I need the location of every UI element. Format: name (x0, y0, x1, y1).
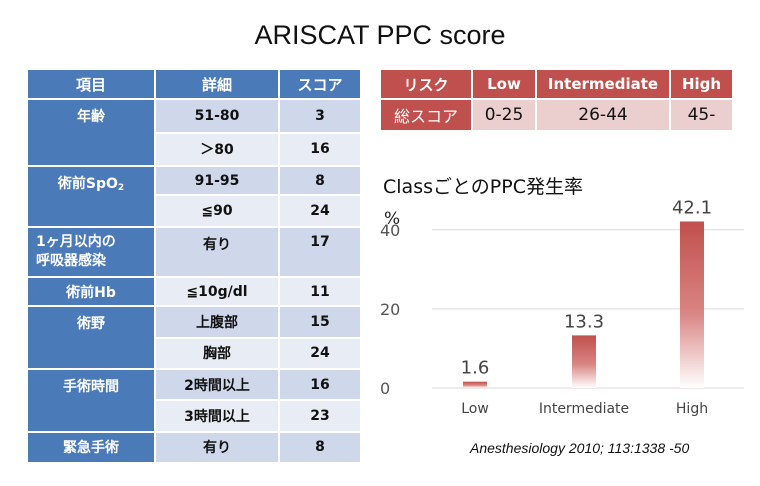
detail-cell: ≦10g/dl (156, 278, 280, 308)
range-low: 0-25 (473, 100, 537, 132)
risk-header-intermediate: Intermediate (537, 70, 671, 100)
data-label: 1.6 (461, 358, 490, 379)
bar-low (463, 381, 487, 388)
table-header-row: 項目 詳細 スコア (28, 70, 362, 101)
score-cell: 23 (280, 401, 362, 433)
risk-header-label: リスク (381, 70, 473, 100)
category-emergency: 緊急手術 (28, 432, 156, 464)
score-cell: 24 (280, 196, 362, 228)
category-spo2-text: 術前SpO (57, 175, 118, 192)
total-score-label: 総スコア (381, 100, 473, 132)
category-line2: 呼吸器感染 (36, 252, 106, 269)
table-row: 緊急手術 有り 8 (28, 432, 362, 464)
table-row: 術野 上腹部 15 (28, 307, 362, 370)
table-row: 術前Hb ≦10g/dl 11 (28, 278, 362, 308)
ppc-rate-bar-chart: % 0 20 40 1.6 Low 13.3 Intermediate 42.1 High (380, 200, 744, 417)
detail-cell: 91-95 (156, 166, 280, 197)
range-intermediate: 26-44 (537, 100, 671, 132)
y-tick-label: 20 (380, 300, 400, 319)
detail-cell: 上腹部 (156, 307, 280, 339)
header-score: スコア (280, 70, 362, 101)
category-line1: 1ヶ月以内の (36, 233, 116, 250)
risk-class-table: リスク Low Intermediate High 総スコア 0-25 26-4… (381, 70, 734, 132)
slide-title: ARISCAT PPC score (254, 20, 506, 50)
table-row: 3時間以上 23 (28, 401, 362, 433)
category-surgery-duration: 手術時間 (28, 369, 156, 433)
table-row: 術前SpO2 91-95 8 (28, 166, 362, 228)
score-cell: 11 (280, 278, 362, 308)
risk-header-high: High (671, 70, 734, 100)
detail-cell: 2時間以上 (156, 369, 280, 402)
table-row: 手術時間 2時間以上 16 (28, 369, 362, 433)
detail-cell: ≦90 (156, 196, 280, 228)
data-label: 42.1 (672, 200, 712, 218)
score-cell: 16 (280, 133, 362, 167)
table-row: ＞80 16 (28, 133, 362, 167)
detail-cell: 有り (156, 432, 280, 464)
score-cell: 3 (280, 100, 362, 134)
data-label: 13.3 (564, 311, 604, 332)
category-age: 年齢 (28, 100, 156, 167)
range-high: 45- (671, 100, 734, 132)
table-row: ≦90 24 (28, 196, 362, 228)
category-spo2: 術前SpO2 (28, 166, 156, 228)
score-cell: 24 (280, 338, 362, 370)
category-resp-infection: 1ヶ月以内の 呼吸器感染 (28, 227, 156, 279)
detail-cell: 51-80 (156, 100, 280, 134)
x-category-label: Intermediate (539, 401, 629, 417)
table-row: 年齢 51-80 3 (28, 100, 362, 167)
category-spo2-subscript: 2 (117, 182, 125, 193)
bar-high (680, 221, 704, 388)
bar-intermediate (572, 335, 596, 388)
detail-cell: 3時間以上 (156, 401, 280, 433)
score-cell: 8 (280, 166, 362, 197)
citation: Anesthesiology 2010; 113:1338 -50 (470, 440, 690, 456)
risk-range-row: 総スコア 0-25 26-44 45- (381, 100, 734, 132)
chart-title: ClassごとのPPC発生率 (383, 176, 583, 198)
category-surgical-site: 術野 (28, 307, 156, 370)
risk-header-low: Low (473, 70, 537, 100)
detail-cell: ＞80 (156, 133, 280, 167)
risk-header-row: リスク Low Intermediate High (381, 70, 734, 100)
y-tick-label: 40 (380, 221, 400, 240)
header-item: 項目 (28, 70, 156, 101)
score-cell: 8 (280, 432, 362, 464)
score-cell: 16 (280, 369, 362, 402)
score-cell: 17 (280, 227, 362, 279)
table-row: 胸部 24 (28, 338, 362, 370)
x-category-label: High (676, 401, 708, 417)
x-category-label: Low (461, 401, 489, 417)
detail-cell: 胸部 (156, 338, 280, 370)
ariscat-score-table: 項目 詳細 スコア 年齢 51-80 3 ＞80 16 術前SpO2 91-95… (28, 70, 362, 464)
detail-cell: 有り (156, 227, 280, 279)
score-cell: 15 (280, 307, 362, 339)
y-tick-label: 0 (380, 379, 390, 398)
y-axis-unit-label: % (384, 209, 400, 229)
header-detail: 詳細 (156, 70, 280, 101)
category-hb: 術前Hb (28, 278, 156, 308)
table-row: 1ヶ月以内の 呼吸器感染 有り 17 (28, 227, 362, 279)
